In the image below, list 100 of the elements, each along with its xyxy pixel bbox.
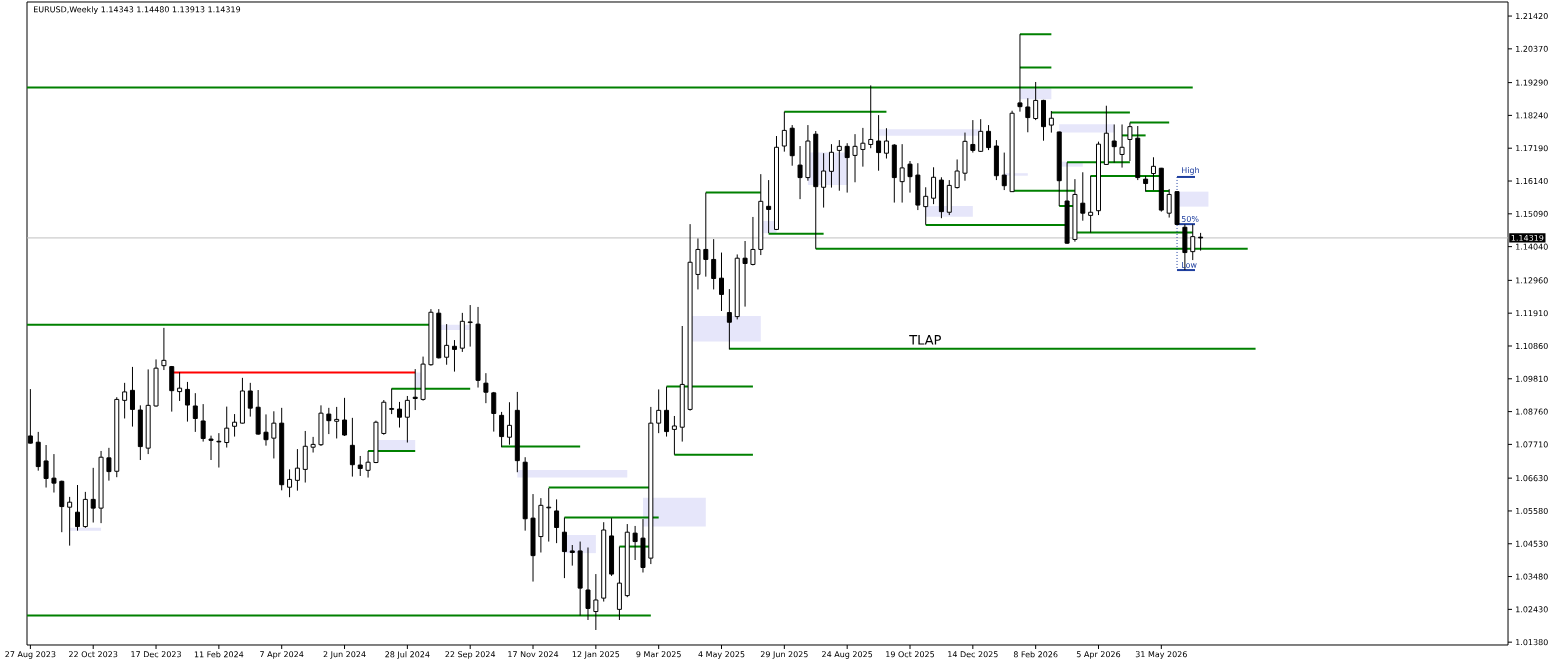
- candlestick: [1048, 110, 1054, 134]
- x-tick-label: 14 Dec 2025: [948, 651, 998, 658]
- candlestick: [357, 455, 363, 477]
- candlestick: [585, 547, 591, 621]
- y-tick-label: 1.08760: [1516, 408, 1548, 415]
- candlestick: [876, 114, 882, 172]
- x-tick-label: 27 Aug 2023: [5, 651, 56, 659]
- candlestick: [821, 152, 827, 209]
- candlestick: [491, 391, 497, 433]
- candlestick: [883, 127, 889, 160]
- candlestick: [868, 84, 874, 149]
- candlestick: [797, 145, 803, 200]
- candlestick: [656, 388, 662, 434]
- candlestick: [444, 323, 450, 366]
- candlestick: [766, 179, 772, 234]
- candlestick: [192, 392, 198, 433]
- candlestick: [397, 401, 403, 429]
- annotation: High: [1182, 167, 1199, 175]
- candlestick: [483, 372, 489, 404]
- candlestick: [1119, 123, 1125, 169]
- candlestick: [978, 118, 984, 153]
- candlestick: [75, 484, 80, 532]
- x-tick-label: 5 Apr 2026: [1076, 651, 1121, 659]
- y-tick-label: 1.02430: [1516, 606, 1548, 613]
- candlestick: [334, 406, 340, 439]
- candlestick: [1190, 223, 1196, 261]
- text: EURUSD,Weekly 1.14343 1.14480 1.13913 1.14319: [34, 6, 241, 14]
- candlestick: [711, 238, 717, 290]
- y-tick-label: 1.12960: [1516, 277, 1548, 284]
- candlestick: [1166, 188, 1172, 219]
- candlestick: [106, 447, 112, 482]
- y-tick-label: 1.18240: [1516, 112, 1548, 119]
- y-tick-label: 1.01380: [1516, 639, 1548, 646]
- y-tick-label: 1.20370: [1516, 45, 1548, 52]
- x-tick-label: 29 Jun 2025: [760, 651, 808, 659]
- candlestick: [828, 143, 834, 189]
- candlestick: [742, 240, 748, 308]
- candlestick: [750, 216, 756, 266]
- candlestick: [1025, 97, 1031, 133]
- candlestick: [129, 366, 135, 428]
- candlestick: [506, 401, 512, 446]
- candlestick: [852, 133, 858, 183]
- candlestick: [569, 544, 575, 567]
- candlestick: [1033, 81, 1039, 121]
- x-tick-label: 17 Dec 2023: [131, 651, 181, 658]
- x-tick-label: 17 Nov 2024: [508, 651, 559, 658]
- candlestick: [561, 517, 567, 579]
- candlestick: [986, 124, 992, 151]
- candlestick: [177, 371, 183, 402]
- candlestick: [365, 450, 371, 479]
- annotation: TLAP: [909, 335, 941, 345]
- candlestick: [247, 382, 253, 418]
- candlestick: [271, 410, 277, 459]
- candlestick: [970, 119, 976, 154]
- y-tick-label: 1.14040: [1516, 243, 1548, 250]
- candlestick: [412, 368, 418, 411]
- candlestick: [719, 252, 725, 312]
- x-tick-label: 8 Feb 2026: [1013, 651, 1058, 658]
- x-tick-label: 4 May 2025: [698, 651, 745, 659]
- y-tick-label: 1.09810: [1516, 375, 1548, 382]
- candlestick: [122, 382, 128, 419]
- x-tick-label: 19 Oct 2025: [886, 651, 935, 658]
- candlestick: [287, 468, 293, 498]
- y-tick-label: 1.17190: [1516, 145, 1548, 152]
- candlestick: [844, 142, 850, 194]
- candlestick: [302, 430, 308, 484]
- y-tick-label: 1.05580: [1516, 507, 1548, 514]
- y-tick-label: 1.06630: [1516, 475, 1548, 482]
- candlestick: [51, 453, 57, 494]
- x-tick-label: 24 Aug 2025: [822, 651, 873, 659]
- candlestick: [67, 496, 73, 547]
- candlestick: [860, 127, 866, 168]
- candlestick: [664, 386, 670, 438]
- y-tick-label: 1.19290: [1516, 79, 1548, 86]
- candlestick: [923, 186, 929, 226]
- y-tick-label: 1.03480: [1516, 573, 1548, 580]
- candlestick: [263, 413, 269, 447]
- candlestick: [703, 192, 709, 278]
- x-tick-label: 28 Jul 2024: [385, 651, 430, 659]
- candlestick: [404, 395, 410, 444]
- candlestick: [349, 417, 355, 478]
- y-tick-label: 1.16140: [1516, 177, 1548, 185]
- y-tick-label: 1.07710: [1516, 441, 1548, 448]
- candlestick: [232, 413, 238, 438]
- y-tick-label: 1.04530: [1516, 540, 1548, 547]
- candlestick: [593, 573, 599, 631]
- candlestick: [1001, 152, 1007, 191]
- y-tick-label: 1.10860: [1516, 342, 1548, 350]
- x-tick-label: 11 Feb 2024: [194, 651, 244, 658]
- candlestick: [43, 444, 49, 489]
- x-tick-label: 9 Mar 2025: [636, 651, 681, 658]
- x-tick-label: 22 Oct 2023: [69, 651, 118, 658]
- candlestick: [907, 160, 913, 194]
- candlestick: [184, 381, 190, 423]
- x-tick-label: 7 Apr 2024: [260, 651, 304, 659]
- candlestick: [1111, 123, 1117, 164]
- candlestick: [310, 436, 316, 454]
- candlestick: [836, 139, 842, 192]
- candlestick: [451, 339, 457, 373]
- candlestick: [499, 411, 505, 448]
